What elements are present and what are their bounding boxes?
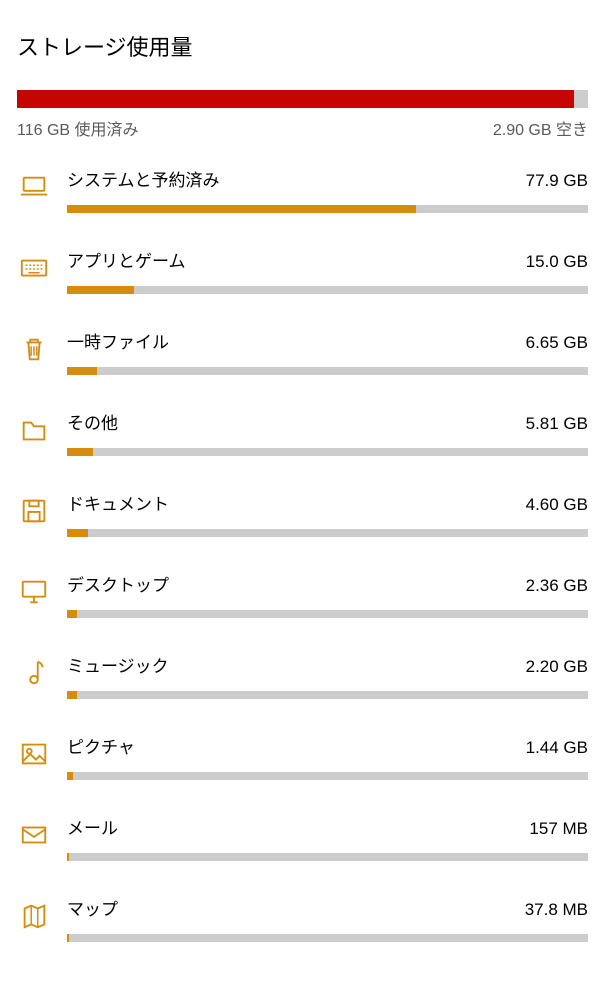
category-size: 1.44 GB	[526, 738, 588, 758]
monitor-icon	[17, 575, 51, 609]
category-bar	[67, 205, 588, 213]
category-body: ピクチャ 1.44 GB	[67, 733, 588, 780]
category-bar-fill	[67, 205, 416, 213]
category-bar-fill	[67, 934, 69, 942]
category-size: 2.36 GB	[526, 576, 588, 596]
overall-free-label: 2.90 GB 空き	[493, 116, 588, 140]
category-label: アプリとゲーム	[67, 247, 186, 272]
overall-storage-bar	[17, 90, 588, 108]
category-label: その他	[67, 409, 118, 434]
category-size: 157 MB	[529, 819, 588, 839]
category-body: アプリとゲーム 15.0 GB	[67, 247, 588, 294]
map-icon	[17, 899, 51, 933]
category-bar-fill	[67, 772, 73, 780]
page-title: ストレージ使用量	[17, 30, 588, 62]
category-body: マップ 37.8 MB	[67, 895, 588, 942]
category-bar-fill	[67, 367, 97, 375]
category-size: 6.65 GB	[526, 333, 588, 353]
category-head: ピクチャ 1.44 GB	[67, 733, 588, 758]
category-row-keyboard[interactable]: アプリとゲーム 15.0 GB	[17, 247, 588, 294]
category-body: システムと予約済み 77.9 GB	[67, 166, 588, 213]
overall-storage-labels: 116 GB 使用済み 2.90 GB 空き	[17, 116, 588, 140]
category-row-mail[interactable]: メール 157 MB	[17, 814, 588, 861]
category-body: メール 157 MB	[67, 814, 588, 861]
category-bar	[67, 853, 588, 861]
category-row-save[interactable]: ドキュメント 4.60 GB	[17, 490, 588, 537]
category-bar	[67, 772, 588, 780]
trash-icon	[17, 332, 51, 366]
category-label: ドキュメント	[67, 490, 169, 515]
keyboard-icon	[17, 251, 51, 285]
category-bar-fill	[67, 610, 77, 618]
category-label: デスクトップ	[67, 571, 169, 596]
folder-icon	[17, 413, 51, 447]
category-label: マップ	[67, 895, 118, 920]
category-head: ミュージック 2.20 GB	[67, 652, 588, 677]
category-label: ピクチャ	[67, 733, 135, 758]
category-head: マップ 37.8 MB	[67, 895, 588, 920]
category-head: アプリとゲーム 15.0 GB	[67, 247, 588, 272]
category-bar-fill	[67, 286, 134, 294]
category-head: デスクトップ 2.36 GB	[67, 571, 588, 596]
category-size: 4.60 GB	[526, 495, 588, 515]
category-body: デスクトップ 2.36 GB	[67, 571, 588, 618]
picture-icon	[17, 737, 51, 771]
category-row-music[interactable]: ミュージック 2.20 GB	[17, 652, 588, 699]
category-size: 15.0 GB	[526, 252, 588, 272]
category-row-laptop[interactable]: システムと予約済み 77.9 GB	[17, 166, 588, 213]
category-row-monitor[interactable]: デスクトップ 2.36 GB	[17, 571, 588, 618]
category-size: 37.8 MB	[525, 900, 588, 920]
category-head: 一時ファイル 6.65 GB	[67, 328, 588, 353]
category-bar	[67, 448, 588, 456]
category-bar-fill	[67, 529, 88, 537]
category-row-trash[interactable]: 一時ファイル 6.65 GB	[17, 328, 588, 375]
laptop-icon	[17, 170, 51, 204]
category-label: システムと予約済み	[67, 166, 220, 191]
category-bar-fill	[67, 691, 77, 699]
category-body: 一時ファイル 6.65 GB	[67, 328, 588, 375]
overall-used-label: 116 GB 使用済み	[17, 116, 139, 140]
save-icon	[17, 494, 51, 528]
category-head: その他 5.81 GB	[67, 409, 588, 434]
category-label: ミュージック	[67, 652, 169, 677]
category-bar	[67, 934, 588, 942]
category-size: 5.81 GB	[526, 414, 588, 434]
category-head: システムと予約済み 77.9 GB	[67, 166, 588, 191]
category-body: ミュージック 2.20 GB	[67, 652, 588, 699]
category-bar	[67, 691, 588, 699]
category-body: ドキュメント 4.60 GB	[67, 490, 588, 537]
music-icon	[17, 656, 51, 690]
category-bar	[67, 610, 588, 618]
category-size: 77.9 GB	[526, 171, 588, 191]
category-list: システムと予約済み 77.9 GB アプリとゲーム 15.0 GB 一時ファイル 6.65…	[17, 166, 588, 942]
category-label: メール	[67, 814, 118, 839]
category-bar	[67, 286, 588, 294]
mail-icon	[17, 818, 51, 852]
overall-storage-bar-fill	[17, 90, 574, 108]
category-row-folder[interactable]: その他 5.81 GB	[17, 409, 588, 456]
category-size: 2.20 GB	[526, 657, 588, 677]
category-bar	[67, 529, 588, 537]
category-bar-fill	[67, 853, 69, 861]
category-bar	[67, 367, 588, 375]
category-head: メール 157 MB	[67, 814, 588, 839]
category-label: 一時ファイル	[67, 328, 169, 353]
category-row-map[interactable]: マップ 37.8 MB	[17, 895, 588, 942]
category-bar-fill	[67, 448, 93, 456]
category-row-picture[interactable]: ピクチャ 1.44 GB	[17, 733, 588, 780]
category-head: ドキュメント 4.60 GB	[67, 490, 588, 515]
category-body: その他 5.81 GB	[67, 409, 588, 456]
